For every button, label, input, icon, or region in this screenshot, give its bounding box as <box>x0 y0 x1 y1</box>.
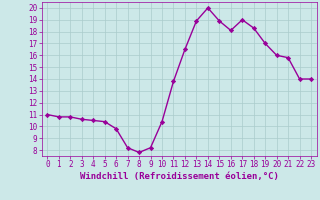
X-axis label: Windchill (Refroidissement éolien,°C): Windchill (Refroidissement éolien,°C) <box>80 172 279 181</box>
